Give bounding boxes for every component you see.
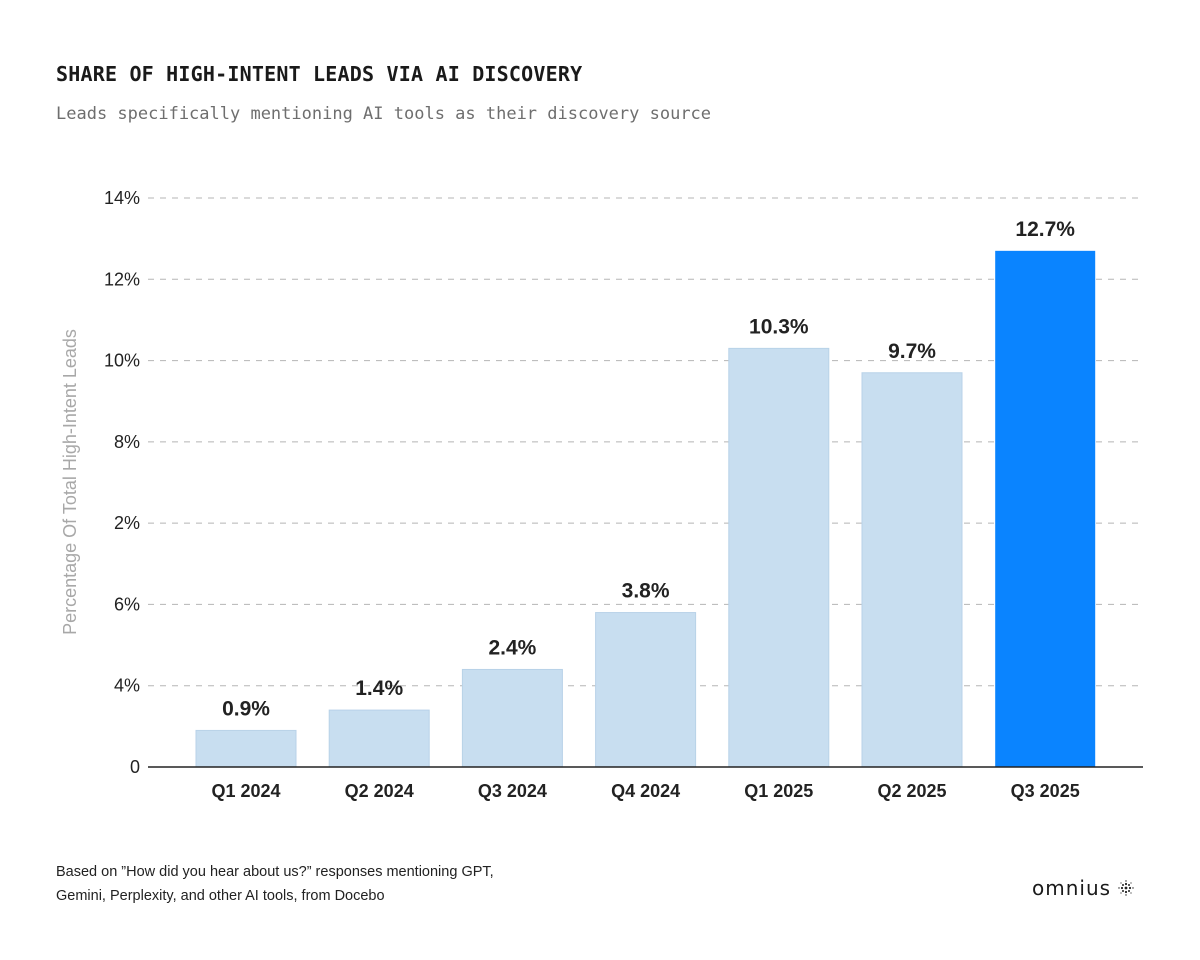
omnius-logo: omnius [1032, 876, 1135, 900]
data-label: 9.7% [888, 340, 936, 363]
y-tick-label: 14% [104, 188, 140, 208]
x-tick-label: Q4 2024 [611, 781, 680, 801]
x-tick-label: Q1 2025 [744, 781, 813, 801]
y-axis-label: Percentage Of Total High-Intent Leads [60, 329, 80, 635]
data-label: 12.7% [1015, 218, 1075, 241]
y-tick-label: 4% [114, 676, 140, 696]
x-tick-label: Q3 2025 [1011, 781, 1080, 801]
y-tick-label: 10% [104, 351, 140, 371]
bar [328, 709, 430, 768]
chart-subtitle: Leads specifically mentioning AI tools a… [56, 104, 712, 124]
dot-sphere-icon [1118, 880, 1134, 896]
y-tick-label: 0 [130, 757, 140, 777]
bar [861, 372, 963, 768]
footnote-line-1: Based on ”How did you hear about us?” re… [56, 864, 494, 880]
chart-title: SHARE OF HIGH-INTENT LEADS VIA AI DISCOV… [56, 62, 583, 86]
y-tick-label: 12% [104, 269, 140, 289]
x-tick-label: Q1 2024 [211, 781, 280, 801]
y-tick-label: 2% [114, 513, 140, 533]
footnote: Based on ”How did you hear about us?” re… [56, 860, 616, 908]
bar [995, 250, 1096, 768]
data-label: 2.4% [488, 636, 536, 659]
logo-text: omnius [1032, 876, 1112, 900]
bar [595, 612, 697, 768]
bar [461, 668, 563, 768]
footnote-line-2: Gemini, Perplexity, and other AI tools, … [56, 888, 385, 904]
y-tick-label: 6% [114, 594, 140, 614]
data-label: 0.9% [222, 697, 270, 720]
data-label: 3.8% [622, 580, 670, 603]
data-label: 10.3% [749, 315, 809, 338]
data-label: 1.4% [355, 677, 403, 700]
x-tick-label: Q2 2024 [345, 781, 414, 801]
y-tick-label: 8% [114, 432, 140, 452]
x-tick-label: Q3 2024 [478, 781, 547, 801]
x-tick-label: Q2 2025 [877, 781, 946, 801]
bar [728, 347, 830, 768]
bar [195, 729, 297, 768]
